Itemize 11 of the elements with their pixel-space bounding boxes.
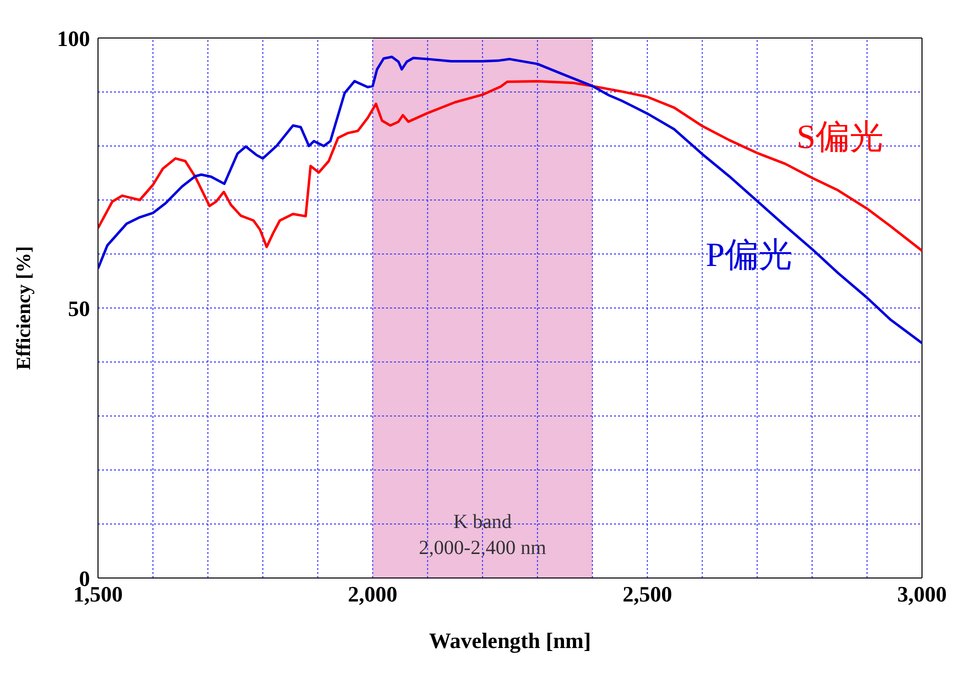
x-axis-title: Wavelength [nm] [429, 628, 591, 653]
x-tick-label: 2,000 [348, 582, 398, 607]
x-tick-label: 2,500 [622, 582, 672, 607]
band-label: K band 2,000-2,400 nm [418, 511, 547, 559]
series-label: P偏光 [706, 237, 793, 274]
line-series [98, 56, 922, 344]
y-tick-label: 100 [57, 26, 90, 51]
series-label: S偏光 [796, 118, 884, 156]
x-tick-label: 3,000 [897, 582, 947, 607]
y-tick-label: 50 [68, 296, 90, 321]
y-axis-title: Efficiency [%] [13, 246, 36, 370]
